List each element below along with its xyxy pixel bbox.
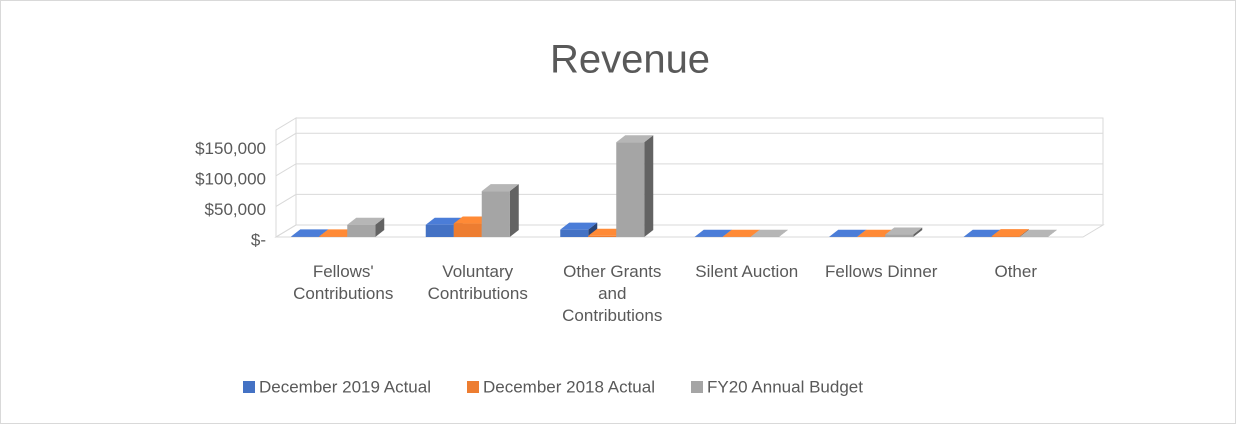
bar-top [722,229,760,237]
grid-line [275,163,1103,177]
chart-title: Revenue [550,38,710,82]
bar-side [913,227,923,237]
bar-front [347,224,376,237]
bar-front [560,229,589,237]
bar-side [509,184,519,237]
bar-top [991,229,1029,237]
legend-label: December 2018 Actual [483,377,655,396]
bar-top [750,229,788,237]
bar-top [481,184,519,192]
bar-front [588,235,617,237]
legend-swatch [243,381,255,393]
y-tick-label: $150,000 [195,139,266,158]
bar-side [778,229,788,237]
bar-top [616,135,654,143]
bar-top [347,217,385,225]
x-tick-label: Silent Auction [695,262,799,281]
x-tick-label: Voluntary Contributions [427,262,528,303]
bar-front [453,223,482,237]
y-tick-label: $- [251,230,266,249]
bar-front [481,191,510,237]
grid-line [275,193,1103,207]
bar [347,217,385,237]
bar [481,184,519,237]
bar-top [963,229,1001,237]
bar-top [425,217,463,225]
bar [1019,229,1057,237]
bar-front [291,236,320,237]
legend-swatch [467,381,479,393]
bar-side [588,222,598,237]
bar-top [291,229,329,237]
bar-top [857,229,895,237]
bar-top [1019,229,1057,237]
x-tick-label: Other [994,262,1038,281]
bar-top [829,229,867,237]
grid-line [275,132,1103,146]
legend-label: FY20 Annual Budget [707,377,863,396]
y-tick-label: $50,000 [205,200,266,219]
bar-top [588,228,626,236]
y-tick-label: $100,000 [195,169,266,188]
bar-side [1047,229,1057,237]
bar [616,135,654,237]
side-wall [275,117,297,238]
back-wall [295,117,1104,226]
bar-front [319,236,348,237]
bar-front [425,224,454,237]
x-tick-label: Other Grants and Contributions [562,262,663,325]
bar-front [616,142,645,237]
legend-label: December 2019 Actual [259,377,431,396]
x-tick-label: Fellows Dinner [825,262,938,281]
bar-top [694,229,732,237]
grid-line [275,224,1103,238]
bar [750,229,788,237]
bar-top [319,229,357,237]
bar [885,227,923,237]
bar-top [453,216,491,224]
bar-top [885,227,923,235]
x-tick-label: Fellows' Contributions [293,262,394,303]
bar-side [375,217,385,237]
bar-front [885,234,914,237]
bar-front [991,236,1020,237]
legend-swatch [691,381,703,393]
bar-top [560,222,598,230]
bar-side [644,135,654,237]
bar [560,222,598,237]
